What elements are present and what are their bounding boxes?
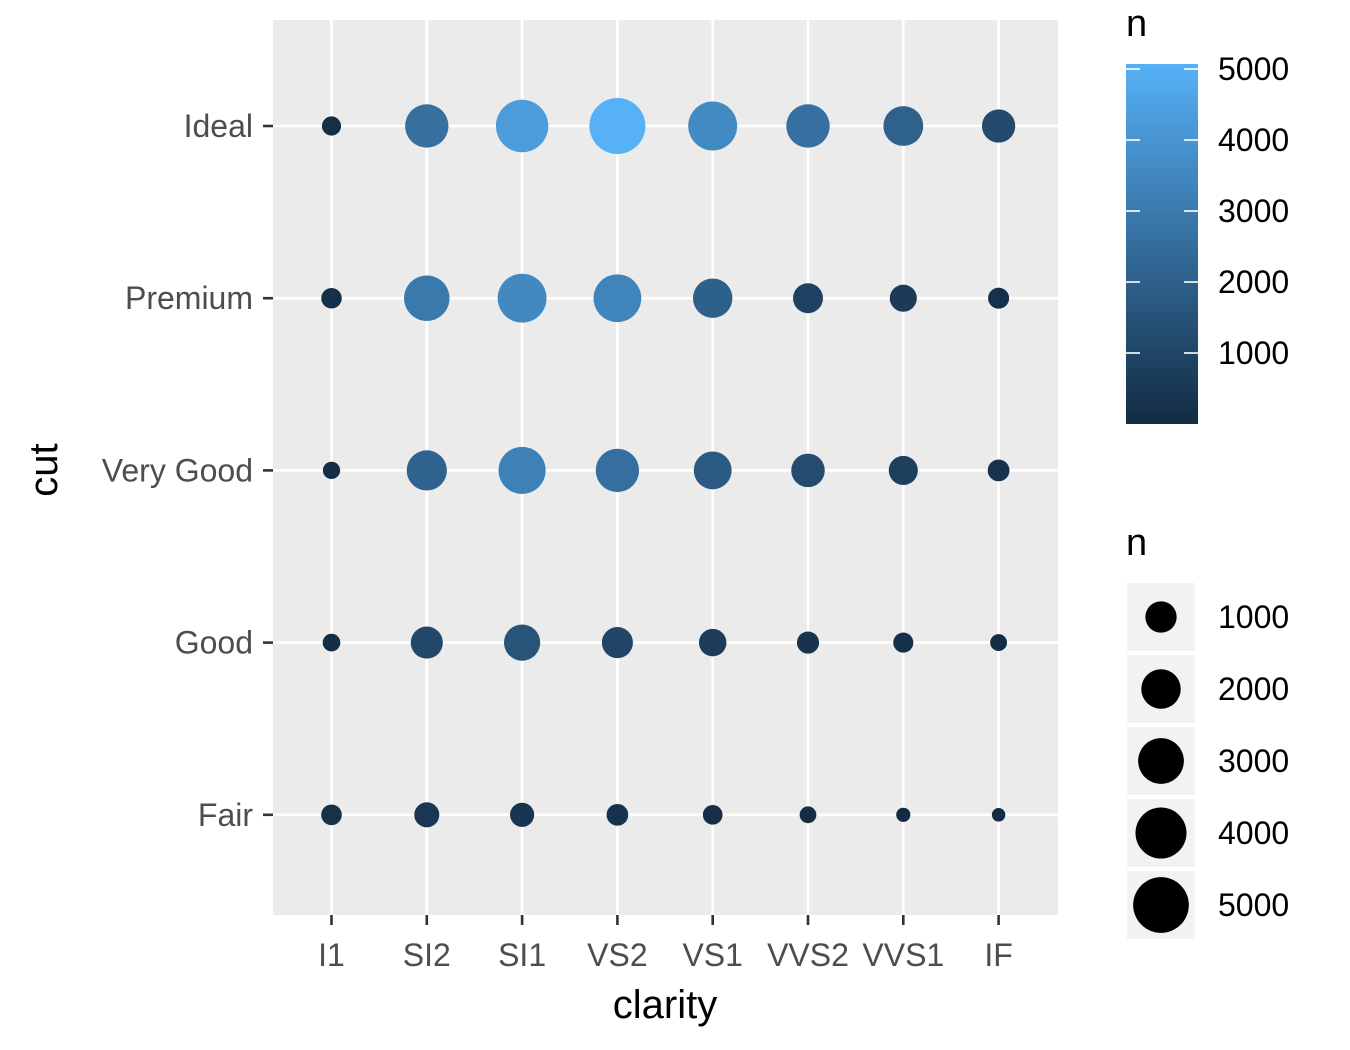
data-point xyxy=(509,802,535,827)
data-point xyxy=(497,273,547,323)
data-point xyxy=(893,632,914,653)
plot-panel xyxy=(273,20,1058,915)
data-point xyxy=(498,446,546,494)
colorbar-tick-label: 2000 xyxy=(1218,264,1289,300)
data-point xyxy=(889,284,917,312)
size-legend-key-dot xyxy=(1138,738,1184,784)
size-legend-key-dot xyxy=(1145,601,1177,633)
data-point xyxy=(693,451,732,490)
data-point xyxy=(589,98,646,154)
size-legend-key-dot xyxy=(1135,807,1187,859)
data-point xyxy=(688,101,738,151)
size-legend-title: n xyxy=(1126,522,1147,564)
data-point xyxy=(698,628,727,657)
color-legend: n 1000 2000 3000 4000 5000 xyxy=(1126,3,1289,424)
y-tick-label: Very Good xyxy=(102,452,253,488)
data-point xyxy=(786,104,830,148)
data-point xyxy=(796,631,820,654)
data-point xyxy=(799,806,817,824)
size-legend-label: 4000 xyxy=(1218,815,1289,851)
y-axis-title: cut xyxy=(22,443,66,496)
colorbar-tick-label: 3000 xyxy=(1218,193,1289,229)
data-point xyxy=(606,803,629,826)
y-axis: Fair Good Very Good Premium Ideal xyxy=(102,108,273,833)
data-point xyxy=(321,287,342,309)
size-legend-label: 3000 xyxy=(1218,743,1289,779)
data-point xyxy=(981,109,1016,143)
x-tick-label: SI1 xyxy=(498,937,546,973)
y-tick-label: Fair xyxy=(198,797,253,833)
colorbar-tick-label: 4000 xyxy=(1218,122,1289,158)
data-point xyxy=(495,99,549,153)
y-tick-label: Premium xyxy=(125,280,253,316)
size-legend-label: 2000 xyxy=(1218,671,1289,707)
size-legend: n 1000 2000 3000 4000 5000 xyxy=(1126,522,1289,939)
data-point xyxy=(601,627,633,659)
y-tick-label: Good xyxy=(175,625,253,661)
data-point xyxy=(321,116,342,136)
data-point xyxy=(793,283,823,314)
data-point xyxy=(990,634,1008,652)
data-point xyxy=(693,278,733,318)
x-axis: I1 SI2 SI1 VS2 VS1 VVS2 VVS1 IF xyxy=(318,915,1013,973)
size-legend-key-dot xyxy=(1133,877,1189,933)
colorbar xyxy=(1126,64,1198,424)
data-point xyxy=(404,275,450,321)
data-point xyxy=(702,804,723,825)
colorbar-tick-label: 5000 xyxy=(1218,51,1289,87)
data-point xyxy=(987,459,1010,482)
data-point xyxy=(888,455,918,485)
x-tick-label: IF xyxy=(984,937,1012,973)
data-point xyxy=(595,448,640,493)
data-point xyxy=(896,807,911,822)
data-point xyxy=(405,104,449,148)
color-legend-title: n xyxy=(1126,3,1147,45)
size-legend-label: 1000 xyxy=(1218,599,1289,635)
x-tick-label: VS2 xyxy=(587,937,647,973)
size-legend-keys: 1000 2000 3000 4000 5000 xyxy=(1127,583,1289,939)
x-tick-label: SI2 xyxy=(403,937,451,973)
x-tick-label: VVS2 xyxy=(767,937,849,973)
data-point xyxy=(414,802,440,828)
colorbar-ticks: 1000 2000 3000 4000 5000 xyxy=(1126,51,1289,371)
data-point xyxy=(322,461,341,480)
colorbar-tick-label: 1000 xyxy=(1218,335,1289,371)
data-point xyxy=(883,106,924,146)
data-point xyxy=(988,287,1010,309)
y-tick-label: Ideal xyxy=(184,108,253,144)
data-point xyxy=(791,453,825,488)
data-point xyxy=(991,808,1006,822)
size-legend-label: 5000 xyxy=(1218,887,1289,923)
size-legend-key-dot xyxy=(1141,669,1181,709)
data-point xyxy=(503,624,541,661)
data-points xyxy=(321,98,1016,828)
data-point xyxy=(406,450,447,491)
data-point xyxy=(322,633,341,652)
x-tick-label: VS1 xyxy=(682,937,742,973)
data-point xyxy=(321,804,342,826)
data-point xyxy=(410,626,443,659)
x-tick-label: VVS1 xyxy=(862,937,944,973)
x-tick-label: I1 xyxy=(318,937,345,973)
data-point xyxy=(593,274,642,323)
x-axis-title: clarity xyxy=(613,983,717,1027)
